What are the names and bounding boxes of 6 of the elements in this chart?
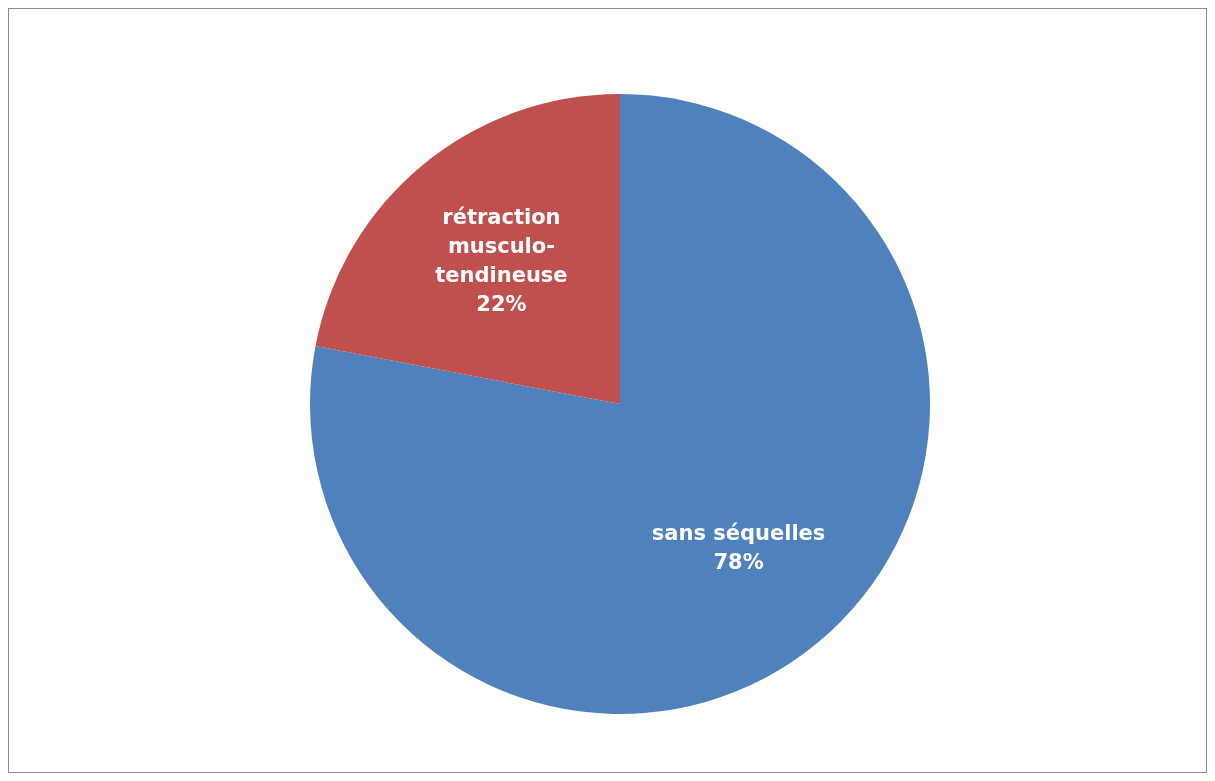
pie-slice — [310, 94, 930, 714]
pie-slice — [315, 94, 620, 404]
slice-label: rétraction musculo-tendineuse — [435, 205, 568, 288]
data-label: 78% — [713, 549, 764, 574]
slice-label: sans séquelles — [651, 520, 826, 545]
data-label: 22% — [476, 292, 527, 317]
